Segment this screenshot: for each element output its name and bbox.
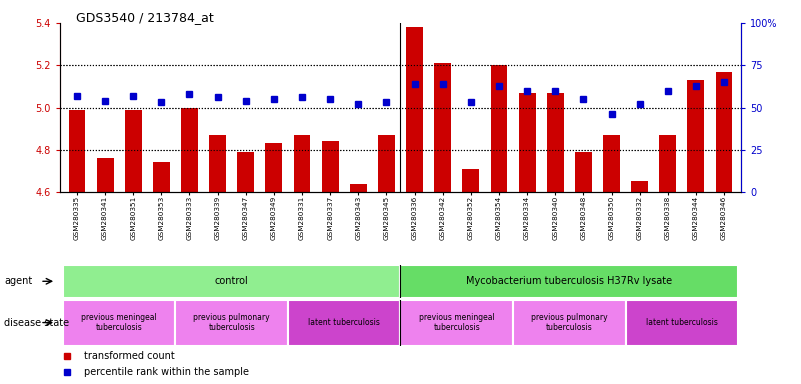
Text: previous pulmonary
tuberculosis: previous pulmonary tuberculosis (193, 313, 270, 332)
Text: Mycobacterium tuberculosis H37Rv lysate: Mycobacterium tuberculosis H37Rv lysate (466, 276, 672, 286)
Text: latent tuberculosis: latent tuberculosis (646, 318, 718, 327)
Bar (237, 152, 254, 384)
Text: disease state: disease state (4, 318, 69, 328)
Bar (97, 158, 114, 384)
Bar (547, 93, 564, 384)
Bar (603, 135, 620, 384)
Bar (519, 93, 536, 384)
Bar (462, 169, 479, 384)
Bar (69, 109, 86, 384)
Bar (153, 162, 170, 384)
Text: GDS3540 / 213784_at: GDS3540 / 213784_at (76, 12, 214, 25)
Text: previous meningeal
tuberculosis: previous meningeal tuberculosis (419, 313, 495, 332)
Bar (294, 135, 311, 384)
Text: latent tuberculosis: latent tuberculosis (308, 318, 380, 327)
Bar (434, 63, 451, 384)
Bar (350, 184, 367, 384)
Text: previous meningeal
tuberculosis: previous meningeal tuberculosis (81, 313, 157, 332)
Bar (513, 300, 626, 346)
Bar (490, 65, 507, 384)
Bar (63, 300, 175, 346)
Bar (406, 27, 423, 384)
Bar (626, 300, 738, 346)
Text: control: control (215, 276, 248, 286)
Bar (175, 300, 288, 346)
Bar (378, 135, 395, 384)
Text: transformed count: transformed count (84, 351, 175, 361)
Bar (125, 109, 142, 384)
Bar (631, 181, 648, 384)
Bar (322, 141, 339, 384)
Bar (63, 265, 400, 298)
Bar (575, 152, 592, 384)
Bar (209, 135, 226, 384)
Bar (265, 143, 282, 384)
Bar (400, 265, 738, 298)
Bar (181, 108, 198, 384)
Bar (687, 80, 704, 384)
Bar (715, 72, 732, 384)
Text: percentile rank within the sample: percentile rank within the sample (84, 367, 249, 377)
Bar (288, 300, 400, 346)
Bar (400, 300, 513, 346)
Text: previous pulmonary
tuberculosis: previous pulmonary tuberculosis (531, 313, 608, 332)
Bar (659, 135, 676, 384)
Text: agent: agent (4, 276, 32, 286)
